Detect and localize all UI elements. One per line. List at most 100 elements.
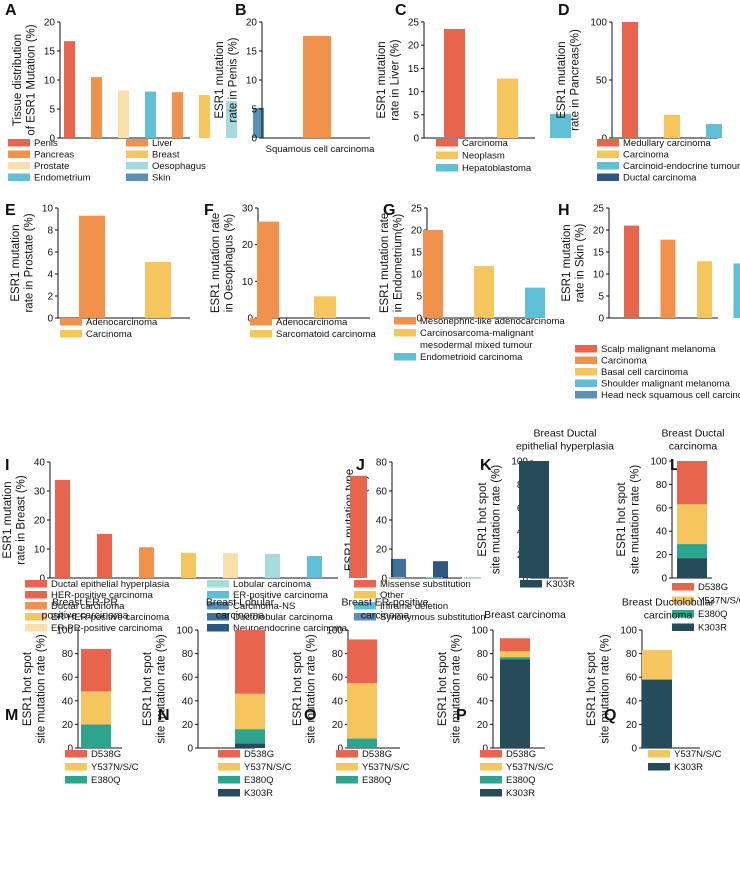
legend-swatch bbox=[336, 776, 358, 784]
y-axis-label: ESR1 hot spot site mutation rate (%) bbox=[142, 634, 168, 743]
y-tick-label: 40 bbox=[34, 458, 46, 469]
y-tick-label: 10 bbox=[44, 76, 56, 87]
legend-swatch bbox=[65, 776, 87, 784]
y-tick-label: 20 bbox=[242, 240, 254, 251]
bar-segment bbox=[235, 729, 265, 744]
legend-label: Carcinosarcoma-malignant bbox=[420, 328, 534, 339]
bar bbox=[525, 287, 545, 318]
y-axis-label: ESR1 mutation rate in Oesophagus (%) bbox=[210, 213, 236, 313]
y-tick-label: 100 bbox=[620, 626, 637, 637]
bar bbox=[622, 22, 638, 138]
legend-swatch bbox=[8, 139, 30, 147]
legend-label: Basal cell carcinoma bbox=[601, 367, 689, 378]
legend-label: Ductal epithelial hyperplasia bbox=[51, 579, 170, 590]
y-tick-label: 60 bbox=[477, 673, 489, 684]
legend-swatch bbox=[480, 750, 502, 758]
y-tick-label: 60 bbox=[656, 503, 668, 514]
legend-label: HER-positive carcinoma bbox=[51, 590, 154, 601]
legend-label: Shoulder malignant melanoma bbox=[601, 379, 731, 390]
bar bbox=[265, 553, 280, 578]
legend-swatch bbox=[672, 596, 694, 604]
y-tick-label: 5 bbox=[251, 105, 257, 116]
legend-label: Ductolobular carcinoma bbox=[233, 612, 334, 623]
title-line: positive carcinoma bbox=[42, 610, 129, 622]
panel-letter: K bbox=[480, 457, 492, 474]
chart-title: Breast Lobular carcinoma bbox=[206, 597, 275, 622]
y-tick-label: 8 bbox=[47, 226, 53, 237]
legend-swatch bbox=[126, 150, 148, 158]
title-line: Breast Lobular bbox=[206, 597, 275, 609]
y-tick-label: 80 bbox=[626, 649, 638, 660]
legend-swatch bbox=[436, 139, 458, 147]
legend-label: E380Q bbox=[91, 775, 121, 786]
bar bbox=[391, 558, 406, 578]
legend-swatch bbox=[480, 776, 502, 784]
legend-label: ER-PR-positive carcinoma bbox=[51, 623, 163, 634]
legend-label: Endometrioid carcinoma bbox=[420, 352, 523, 363]
y-label-line: ESR1 mutation bbox=[214, 41, 226, 118]
y-axis-label: ESR1 mutation rate in Prostate (%) bbox=[10, 213, 36, 312]
legend-swatch bbox=[25, 602, 47, 610]
y-tick-label: 0 bbox=[187, 744, 193, 755]
legend-label: Liver bbox=[152, 138, 173, 149]
y-tick-label: 15 bbox=[593, 248, 605, 259]
title-line: Breast Ductal bbox=[533, 428, 596, 440]
y-axis-label: ESR1 mutation rate in Penis (%) bbox=[214, 37, 240, 122]
y-label-line: ESR1 mutation bbox=[556, 41, 568, 118]
legend-swatch bbox=[354, 613, 376, 621]
bar bbox=[497, 78, 518, 138]
legend-swatch bbox=[65, 763, 87, 771]
y-tick-label: 20 bbox=[246, 18, 258, 29]
y-tick-label: 80 bbox=[332, 649, 344, 660]
legend-label: Prostate bbox=[34, 161, 69, 172]
legend-swatch bbox=[218, 763, 240, 771]
legend-swatch bbox=[672, 623, 694, 631]
legend-label: Medullary carcinoma bbox=[623, 138, 711, 149]
bar bbox=[388, 577, 405, 579]
panel-j: JESR1 mutation typerate in Breast (%)020… bbox=[344, 457, 486, 623]
y-tick-label: 5 bbox=[416, 292, 422, 303]
panel-letter: F bbox=[204, 202, 214, 219]
y-label-line: ESR1 mutation bbox=[376, 41, 388, 118]
panel-letter: J bbox=[356, 457, 365, 474]
y-label-line: ESR1 mutation bbox=[10, 224, 22, 301]
y-label-line: rate in Prostate (%) bbox=[24, 213, 36, 312]
x-axis-label: Squamous cell carcinoma bbox=[266, 144, 375, 155]
y-axis-label: ESR1 mutation rate in Endometrium(%) bbox=[379, 213, 405, 313]
title-line: carcinoma bbox=[216, 610, 265, 622]
y-tick-label: 30 bbox=[34, 487, 46, 498]
legend-label: Carcinoma bbox=[86, 329, 133, 340]
legend-label: ER-HER-positive carcinoma bbox=[51, 612, 170, 623]
bar bbox=[118, 90, 129, 138]
legend-swatch bbox=[207, 613, 229, 621]
y-label-line: Tissue distribution bbox=[12, 34, 24, 126]
y-tick-label: 100 bbox=[56, 626, 73, 637]
legend-swatch bbox=[394, 329, 416, 337]
legend-swatch bbox=[336, 750, 358, 758]
legend-label: K303R bbox=[546, 579, 575, 590]
y-tick-label: 4 bbox=[47, 270, 53, 281]
y-label-line: site mutation rate (%) bbox=[491, 465, 503, 574]
legend-label: E380Q bbox=[244, 775, 274, 786]
y-axis-label: ESR1 hot spot site mutation rate (%) bbox=[616, 465, 642, 574]
panel-letter: C bbox=[395, 2, 407, 19]
legend-label: E380Q bbox=[698, 609, 728, 620]
legend-label: Carcinoma bbox=[601, 356, 648, 367]
y-tick-label: 40 bbox=[376, 516, 388, 527]
y-axis-label: ESR1 mutation rate in Liver (%) bbox=[376, 39, 402, 120]
legend-swatch bbox=[480, 789, 502, 797]
legend-label: Hepatoblastoma bbox=[462, 163, 532, 174]
legend-label: Missense substitution bbox=[380, 579, 471, 590]
bar-segment bbox=[642, 650, 672, 680]
y-tick-label: 60 bbox=[626, 673, 638, 684]
bar-segment bbox=[81, 648, 111, 692]
bar bbox=[139, 547, 154, 578]
y-label-line: ESR1 hot spot bbox=[616, 482, 628, 557]
legend-label: Y537N/S/C bbox=[91, 762, 139, 773]
legend-swatch bbox=[250, 330, 272, 338]
panel-letter: D bbox=[558, 2, 570, 19]
y-label-line: site mutation rate (%) bbox=[451, 634, 463, 743]
y-tick-label: 20 bbox=[626, 720, 638, 731]
y-tick-label: 20 bbox=[376, 545, 388, 556]
